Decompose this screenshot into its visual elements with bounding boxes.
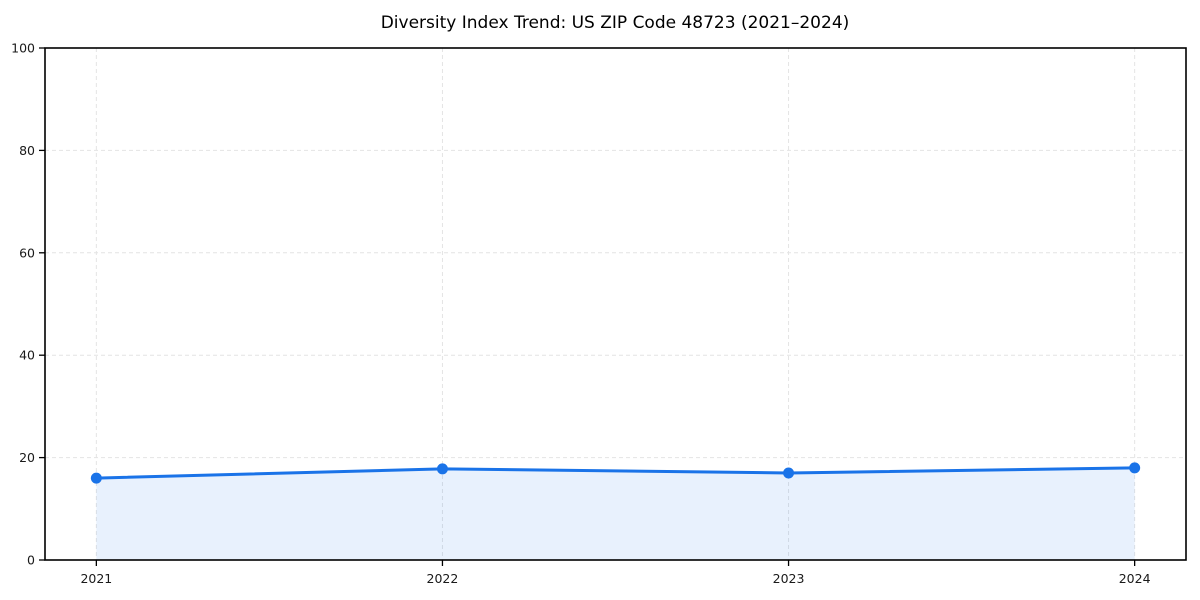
data-point-2021 — [90, 472, 102, 484]
y-tick-label: 100 — [11, 41, 35, 56]
y-tick-label: 40 — [19, 348, 35, 363]
area-fill — [96, 467, 1135, 560]
y-tick-label: 20 — [19, 450, 35, 465]
y-tick-label: 80 — [19, 143, 35, 158]
chart-title: Diversity Index Trend: US ZIP Code 48723… — [381, 13, 850, 33]
y-tick-label: 0 — [27, 553, 35, 568]
y-tick-label: 60 — [19, 245, 35, 260]
x-tick-label: 2021 — [80, 571, 112, 586]
data-point-2022 — [436, 463, 448, 475]
x-tick-label: 2024 — [1119, 571, 1151, 586]
x-tick-label: 2022 — [427, 571, 459, 586]
plot-area: 0 20 40 60 80 100 2021 2022 2023 2024 — [11, 41, 1187, 586]
data-point-2024 — [1129, 462, 1141, 474]
x-tick-label: 2023 — [773, 571, 805, 586]
trend-line — [94, 466, 1137, 480]
data-point-2023 — [783, 467, 795, 479]
plot-frame — [44, 47, 1187, 561]
